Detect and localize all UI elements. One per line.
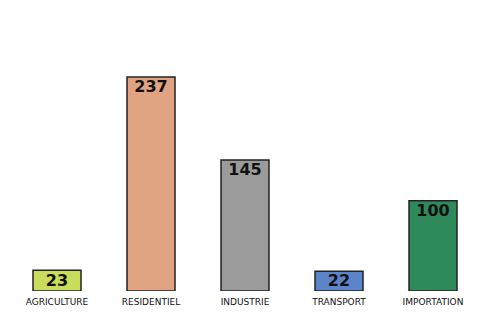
svg-text:AGRICULTURE: AGRICULTURE: [26, 297, 89, 307]
svg-text:23: 23: [46, 271, 68, 290]
svg-text:145: 145: [228, 160, 261, 179]
svg-text:TRANSPORT: TRANSPORT: [311, 297, 366, 307]
svg-text:22: 22: [328, 271, 350, 290]
svg-text:RESIDENTIEL: RESIDENTIEL: [122, 297, 181, 307]
svg-text:237: 237: [134, 77, 167, 96]
svg-text:100: 100: [416, 201, 449, 220]
svg-text:IMPORTATION: IMPORTATION: [403, 297, 464, 307]
svg-text:INDUSTRIE: INDUSTRIE: [221, 297, 270, 307]
